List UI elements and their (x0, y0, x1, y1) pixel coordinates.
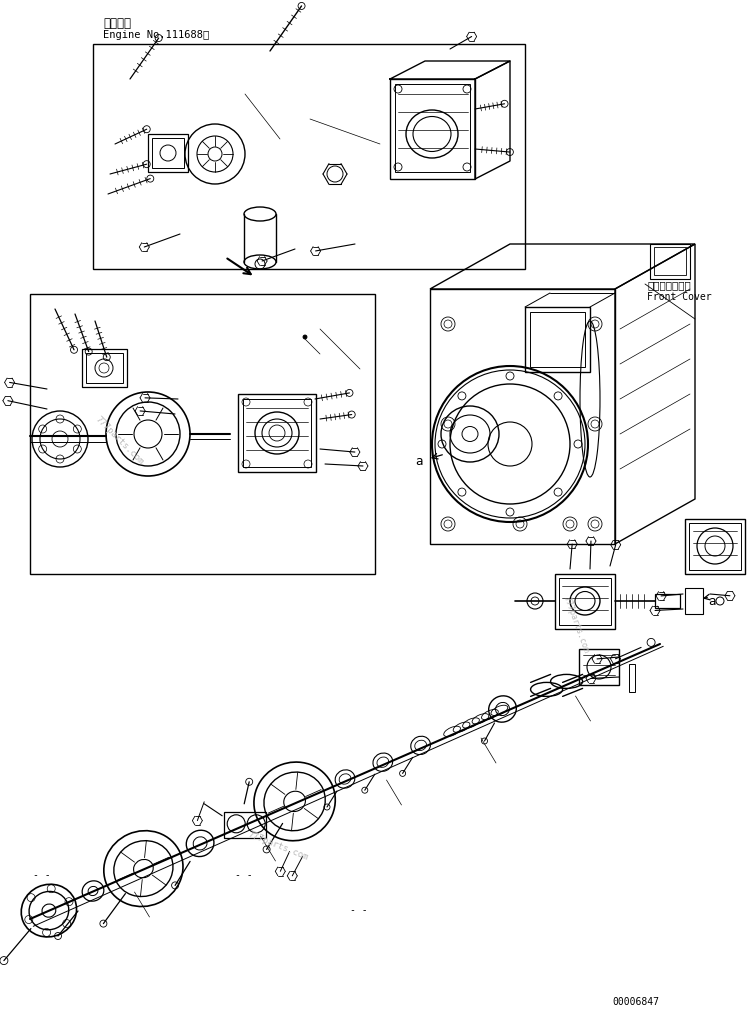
Text: 777parts.com: 777parts.com (562, 594, 591, 654)
Bar (579, 649, 619, 685)
Text: 適用号機: 適用号機 (103, 17, 131, 30)
Bar (555, 574, 615, 630)
Bar (30, 295, 375, 574)
Bar (430, 290, 615, 545)
Bar (224, 812, 266, 838)
Bar (650, 245, 690, 280)
Text: a: a (415, 455, 423, 467)
Bar (559, 578, 611, 626)
Bar (390, 80, 475, 180)
Bar (530, 312, 585, 368)
Bar (654, 248, 686, 276)
Text: Front Cover: Front Cover (647, 292, 712, 301)
Text: - -: - - (350, 904, 368, 914)
Bar (395, 85, 470, 173)
Bar (243, 399, 311, 467)
Text: - -: - - (235, 869, 252, 880)
Text: a: a (708, 594, 716, 608)
Circle shape (303, 336, 307, 340)
Bar (148, 134, 188, 173)
Bar (689, 524, 741, 570)
Text: 00006847: 00006847 (612, 996, 659, 1006)
Text: Engine No.111688～: Engine No.111688～ (103, 30, 209, 40)
Bar (685, 588, 703, 615)
Bar (525, 307, 590, 373)
Bar (685, 520, 745, 574)
Bar (152, 139, 184, 169)
Bar (86, 354, 123, 383)
Bar (82, 350, 127, 387)
Text: 777parts.com: 777parts.com (247, 829, 310, 861)
Bar (629, 664, 635, 693)
Bar (655, 594, 680, 609)
Bar (93, 44, 525, 270)
Bar (238, 394, 316, 472)
Text: 777parts.com: 777parts.com (93, 415, 146, 466)
Text: フロントカバー: フロントカバー (647, 280, 691, 290)
Text: - -: - - (33, 869, 51, 880)
